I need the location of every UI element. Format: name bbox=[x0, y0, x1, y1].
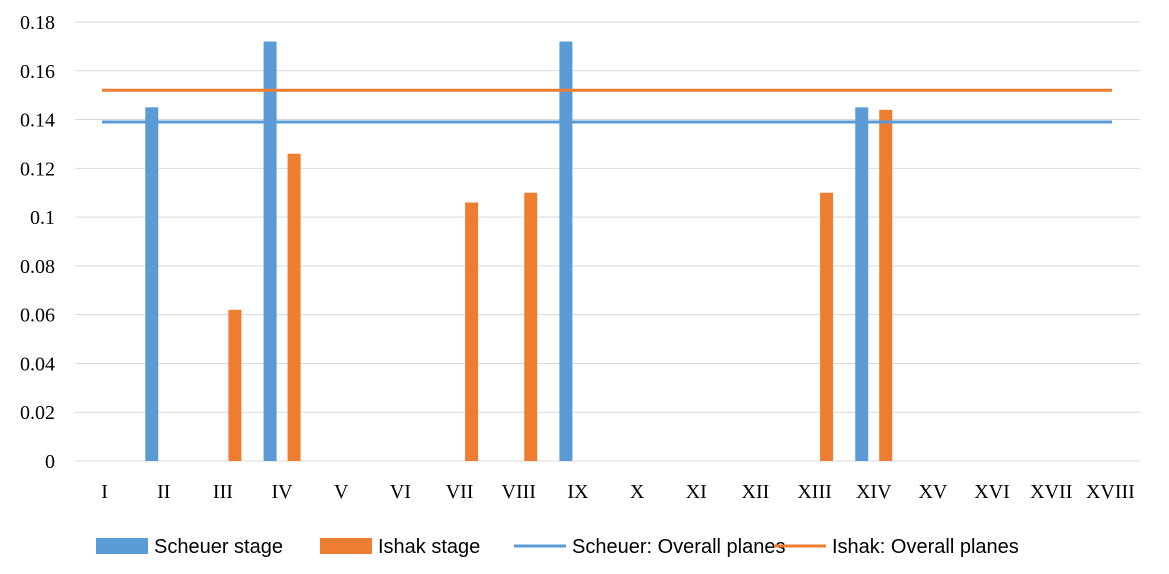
x-tick-label: IV bbox=[272, 481, 294, 503]
x-tick-label: XVI bbox=[974, 481, 1010, 503]
y-tick-label: 0.02 bbox=[20, 402, 55, 424]
bar-scheuer-stage-ii bbox=[145, 107, 159, 461]
x-tick-label: III bbox=[213, 481, 233, 503]
bar-ishak-stage-vii bbox=[465, 202, 479, 461]
x-tick-label: I bbox=[101, 481, 108, 503]
legend-label: Ishak stage bbox=[378, 536, 480, 558]
legend: Scheuer stage Ishak stage Scheuer: Overall… bbox=[96, 536, 1019, 558]
bars bbox=[145, 41, 893, 462]
y-tick-label: 0.18 bbox=[20, 12, 55, 34]
legend-swatch bbox=[96, 538, 148, 554]
x-tick-label: X bbox=[630, 481, 645, 503]
legend-item: Ishak: Overall planes bbox=[774, 536, 1019, 558]
x-tick-label: XIV bbox=[856, 481, 892, 503]
legend-swatch bbox=[320, 538, 372, 554]
bar-ishak-stage-xiii bbox=[820, 192, 834, 461]
x-tick-label: VIII bbox=[502, 481, 536, 503]
x-tick-label: XV bbox=[918, 481, 947, 503]
x-tick-label: VII bbox=[446, 481, 474, 503]
x-tick-label: XVII bbox=[1030, 481, 1072, 503]
x-tick-label: VI bbox=[390, 481, 411, 503]
y-tick-label: 0.14 bbox=[20, 110, 55, 132]
x-tick-label: XIII bbox=[797, 481, 831, 503]
overall-lines bbox=[102, 88, 1112, 124]
x-tick-label: IX bbox=[567, 481, 589, 503]
x-tick-label: XI bbox=[686, 481, 707, 503]
y-tick-label: 0.06 bbox=[20, 305, 55, 327]
x-tick-label: XVIII bbox=[1086, 481, 1135, 503]
bar-scheuer-stage-xiv bbox=[855, 107, 869, 461]
bar-ishak-stage-xiv bbox=[879, 109, 893, 462]
x-axis-tick-labels: I II III IV V VI VII VIII IX X XI XII XIII XIV XV XVI XV… bbox=[101, 481, 1135, 503]
legend-label: Scheuer: Overall planes bbox=[572, 536, 785, 558]
y-tick-label: 0.08 bbox=[20, 256, 55, 278]
y-tick-label: 0.04 bbox=[20, 353, 55, 375]
legend-item: Scheuer: Overall planes bbox=[514, 536, 785, 558]
gridlines bbox=[75, 21, 1140, 462]
legend-item: Ishak stage bbox=[320, 536, 480, 558]
y-tick-label: 0 bbox=[45, 451, 55, 473]
y-tick-label: 0.12 bbox=[20, 158, 55, 180]
y-tick-label: 0.16 bbox=[20, 61, 55, 83]
bar-scheuer-stage-ix bbox=[559, 41, 573, 462]
y-tick-label: 0.1 bbox=[30, 207, 55, 229]
bar-scheuer-stage-iv bbox=[263, 41, 277, 462]
legend-item: Scheuer stage bbox=[96, 536, 283, 558]
x-tick-label: XII bbox=[742, 481, 770, 503]
legend-label: Scheuer stage bbox=[154, 536, 283, 558]
bar-ishak-stage-iii bbox=[228, 309, 242, 461]
bar-ishak-stage-viii bbox=[524, 192, 538, 461]
x-tick-label: V bbox=[334, 481, 349, 503]
y-axis-tick-labels: 0 0.02 0.04 0.06 0.08 0.1 0.12 0.14 0.16 0.18 bbox=[20, 12, 55, 473]
legend-label: Ishak: Overall planes bbox=[832, 536, 1019, 558]
x-tick-label: II bbox=[157, 481, 170, 503]
bar-ishak-stage-iv bbox=[287, 153, 301, 461]
